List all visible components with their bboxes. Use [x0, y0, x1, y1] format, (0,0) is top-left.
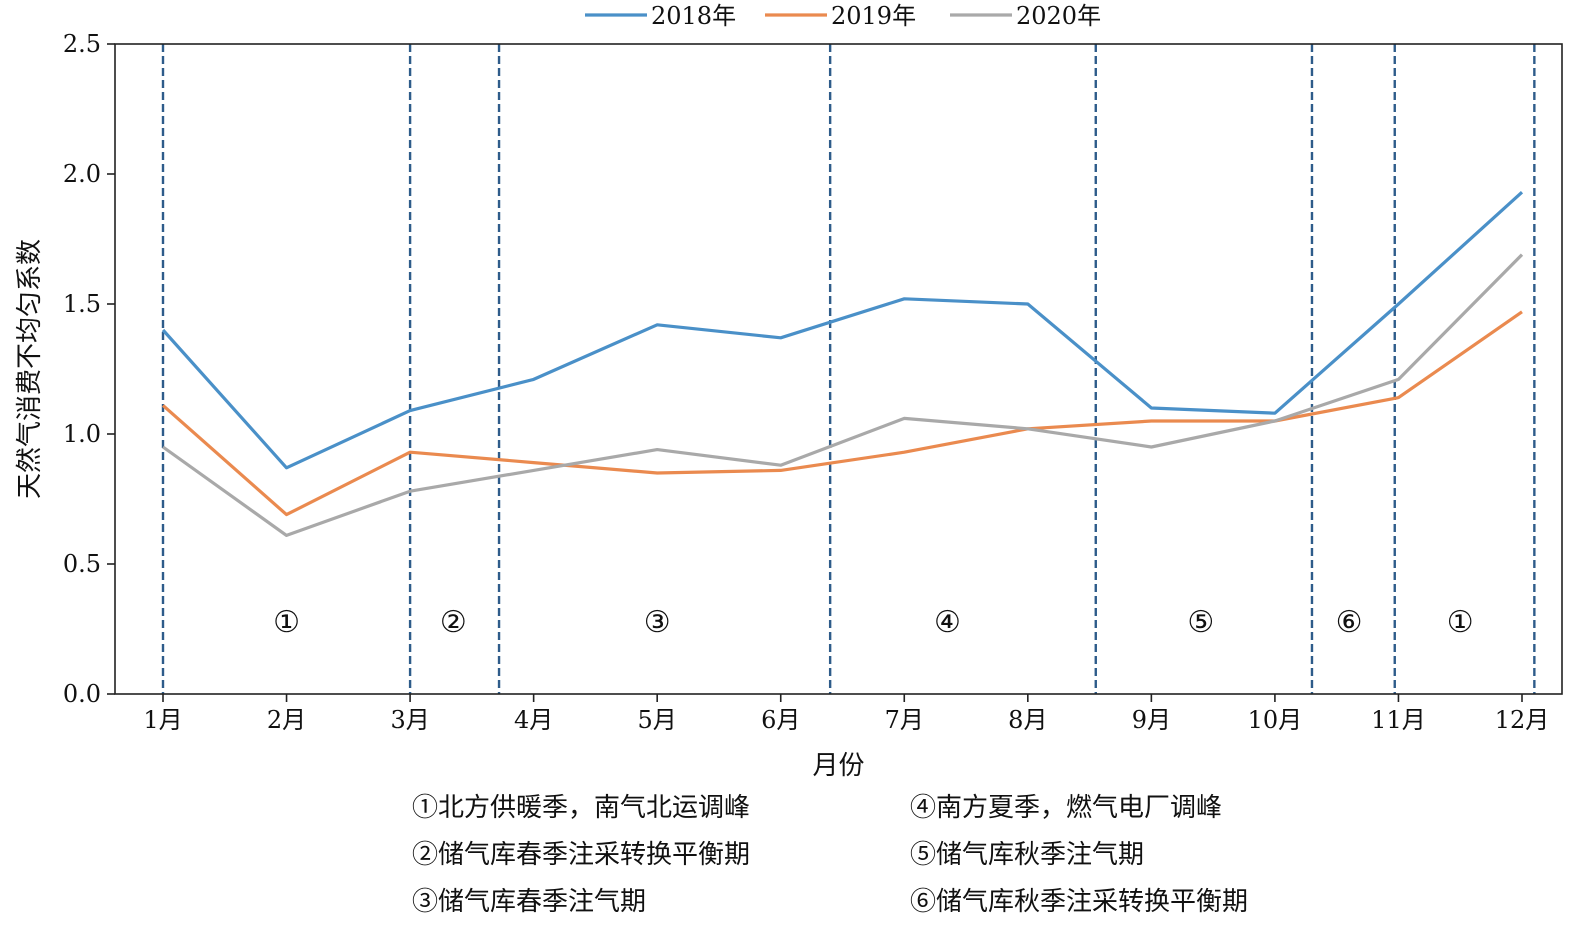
x-tick-label: 8月 [1008, 706, 1047, 734]
phase-labels: ① ② ③ ④ ⑤ ⑥ ① [273, 605, 1474, 640]
x-tick-label: 5月 [638, 706, 677, 734]
x-tick-label: 10月 [1248, 706, 1303, 734]
series-line [161, 191, 1524, 470]
y-tick-label: 0.0 [63, 680, 101, 708]
x-tick-label: 9月 [1132, 706, 1171, 734]
phase-label: ④ [934, 605, 961, 640]
x-tick-label: 1月 [143, 706, 182, 734]
x-tick-label: 11月 [1371, 706, 1426, 734]
series-line [161, 310, 1523, 517]
x-tick-label: 2月 [267, 706, 306, 734]
legend-label: 2018年 [651, 2, 736, 30]
phase-label: ⑤ [1187, 605, 1214, 640]
x-tick-label: 12月 [1495, 706, 1550, 734]
phase-note: ⑥储气库秋季注采转换平衡期 [910, 887, 1248, 917]
y-tick-label: 2.5 [63, 30, 101, 58]
phase-note: ③储气库春季注气期 [412, 887, 646, 917]
y-axis-title: 天然气消费不均匀系数 [15, 239, 45, 499]
y-tick-label: 0.5 [63, 550, 101, 578]
phase-label: ① [273, 605, 300, 640]
legend-label: 2019年 [831, 2, 916, 30]
phase-dividers [161, 44, 1536, 694]
x-tick-label: 6月 [761, 706, 800, 734]
series-line [162, 253, 1524, 538]
x-axis-title: 月份 [812, 751, 864, 781]
phase-note: ①北方供暖季，南气北运调峰 [412, 793, 750, 823]
phase-note: ④南方夏季，燃气电厂调峰 [910, 793, 1222, 823]
phase-note: ⑤储气库秋季注气期 [910, 840, 1144, 870]
phase-note: ②储气库春季注采转换平衡期 [412, 840, 750, 870]
phase-notes: ①北方供暖季，南气北运调峰 ④南方夏季，燃气电厂调峰 ②储气库春季注采转换平衡期 ⑤储… [412, 793, 1248, 917]
plot-frame [114, 43, 1563, 695]
x-tick-label: 7月 [885, 706, 924, 734]
y-tick-label: 2.0 [63, 160, 101, 188]
y-tick-label: 1.5 [63, 290, 101, 318]
phase-label: ② [440, 605, 467, 640]
legend-label: 2020年 [1016, 2, 1101, 30]
phase-label: ③ [644, 605, 671, 640]
y-axis: 0.0 0.5 1.0 1.5 2.0 2.5 [63, 30, 115, 708]
series-lines [161, 191, 1524, 538]
y-tick-label: 1.0 [63, 420, 101, 448]
x-axis: 1月 2月 3月 4月 5月 6月 7月 8月 9月 10月 11月 12月 [143, 694, 1549, 734]
x-tick-label: 4月 [514, 706, 553, 734]
phase-label: ① [1447, 605, 1474, 640]
x-tick-label: 3月 [390, 706, 429, 734]
phase-label: ⑥ [1336, 605, 1363, 640]
legend: 2018年 2019年 2020年 [585, 2, 1101, 30]
